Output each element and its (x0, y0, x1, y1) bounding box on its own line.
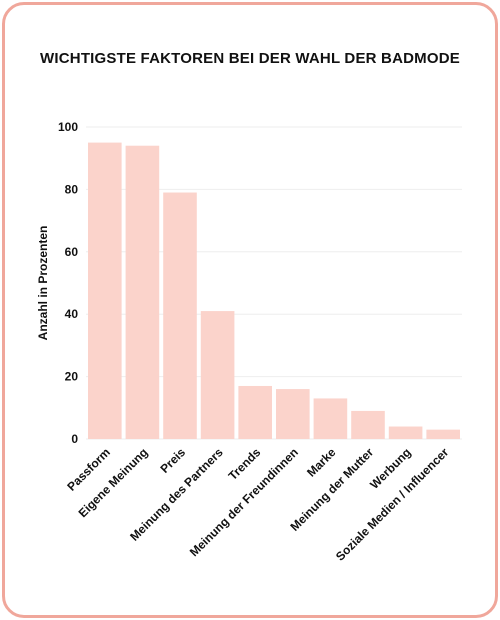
bar (351, 410, 385, 439)
bars (88, 142, 460, 439)
bar (88, 142, 122, 439)
bar (125, 145, 160, 439)
y-tick-label: 100 (58, 120, 78, 134)
bar (388, 426, 423, 439)
y-tick-label: 40 (65, 307, 79, 321)
bar (276, 389, 310, 439)
y-tick-label: 20 (65, 370, 79, 384)
y-tick-label: 0 (71, 432, 78, 446)
y-tick-label: 60 (65, 245, 79, 259)
y-tick-label: 80 (65, 182, 79, 196)
y-axis-title: Anzahl in Prozenten (36, 226, 50, 341)
x-category-label: Marke (304, 445, 339, 480)
bar (200, 311, 235, 439)
x-category-label: Eigene Meinung (76, 445, 151, 520)
bar (238, 385, 272, 439)
y-axis-ticks: 0 20 40 60 80 100 (58, 120, 78, 446)
x-category-label: Preis (157, 445, 188, 476)
chart-title: WICHTIGSTE FAKTOREN BEI DER WAHL DER BAD… (40, 50, 460, 67)
bar (163, 192, 197, 439)
bar (313, 398, 348, 439)
bar (426, 429, 460, 439)
